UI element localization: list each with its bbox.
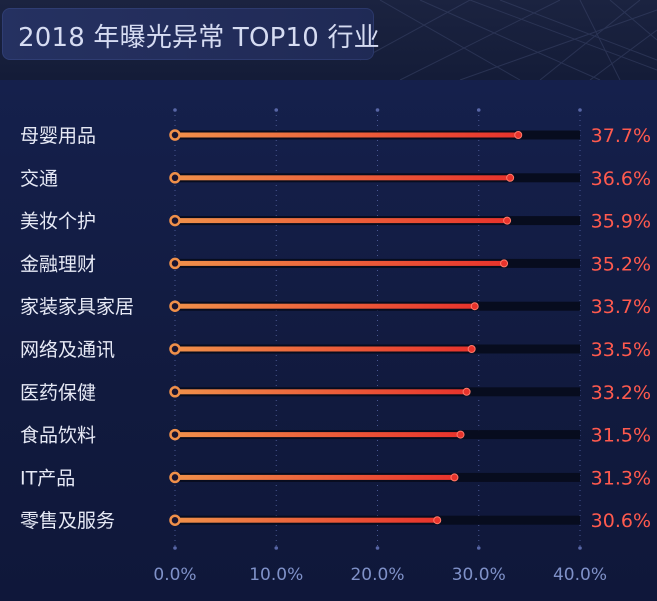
bar (175, 517, 438, 523)
category-label: 金融理财 (20, 253, 96, 275)
bar-start-marker (169, 214, 181, 227)
bar-end-marker (506, 173, 515, 182)
x-tick-label: 10.0% (249, 565, 303, 585)
value-label: 33.5% (591, 339, 651, 361)
x-tick-label: 0.0% (153, 565, 196, 585)
bar-end-marker (450, 473, 459, 482)
value-label: 31.5% (591, 425, 651, 447)
bar-start-marker (169, 471, 181, 484)
bar (175, 260, 505, 266)
category-label: 网络及通讯 (20, 339, 115, 361)
bar-end-marker (514, 131, 523, 139)
value-label: 33.2% (591, 382, 651, 404)
bar (175, 132, 519, 138)
bar-start-marker (169, 343, 181, 355)
value-label: 35.9% (591, 211, 651, 233)
bar-start-marker (169, 257, 181, 270)
gridline-dot (476, 108, 481, 112)
bar (175, 303, 475, 309)
category-label: 零售及服务 (20, 510, 115, 532)
chart-panel (0, 80, 657, 601)
gridline-dot (173, 108, 177, 112)
category-label: 美妆个护 (20, 211, 96, 233)
bar-start-marker (169, 129, 181, 141)
x-tick-label: 30.0% (452, 565, 506, 585)
bar-end-marker (462, 387, 471, 396)
title-box: 2018 年曝光异常 TOP10 行业 (2, 8, 380, 60)
category-label: IT产品 (20, 467, 75, 489)
value-label: 35.2% (591, 253, 651, 275)
gridline-dot (375, 546, 380, 550)
bar (175, 218, 508, 224)
page-title: 2018 年曝光异常 TOP10 行业 (18, 23, 380, 53)
category-label: 母婴用品 (20, 125, 96, 147)
bar-end-marker (470, 302, 479, 311)
bar-end-marker (433, 516, 442, 525)
bar-end-marker (456, 430, 465, 439)
gridline-dot (173, 546, 177, 550)
category-label: 交通 (20, 168, 58, 190)
bar-start-marker (169, 386, 181, 398)
bar-start-marker (169, 514, 181, 526)
bar-end-marker (500, 259, 509, 268)
bar (175, 346, 472, 352)
gridline-dot (274, 108, 279, 112)
gridline-dot (375, 108, 380, 112)
bar (175, 474, 455, 480)
gridline-dot (578, 546, 582, 550)
gridline-dot (274, 546, 279, 550)
category-label: 家装家具家居 (20, 296, 134, 318)
value-label: 33.7% (591, 296, 651, 318)
bar-start-marker (169, 300, 181, 312)
value-label: 30.6% (591, 510, 651, 532)
value-label: 37.7% (591, 125, 651, 147)
gridline-dot (476, 546, 481, 550)
gridline-dot (578, 108, 582, 112)
category-label: 医药保健 (20, 382, 96, 404)
x-tick-label: 20.0% (350, 565, 404, 585)
bar-end-marker (503, 216, 512, 225)
bar-end-marker (467, 345, 476, 353)
bar (175, 432, 461, 438)
category-label: 食品饮料 (20, 425, 96, 447)
bar (175, 389, 467, 395)
value-label: 36.6% (591, 168, 651, 190)
bar-start-marker (169, 428, 181, 441)
bar (175, 175, 511, 181)
value-label: 31.3% (591, 467, 651, 489)
x-tick-label: 40.0% (553, 565, 607, 585)
bar-start-marker (169, 172, 181, 184)
